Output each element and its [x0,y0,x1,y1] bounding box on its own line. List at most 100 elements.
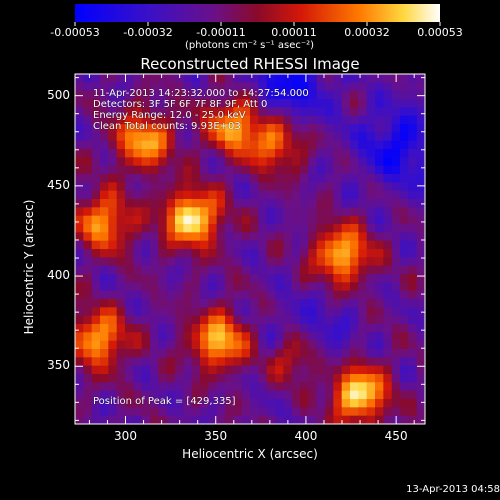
heatmap-cell [341,140,351,150]
heatmap-cell [225,349,234,358]
heatmap-cell [91,165,101,175]
heatmap-cell [341,165,351,175]
heatmap-cell [83,357,93,367]
heatmap-cell [116,415,126,424]
heatmap-cell [341,240,351,250]
heatmap-cell [175,240,184,250]
heatmap-cell [133,224,143,233]
heatmap-cell [291,207,301,217]
heatmap-cell [316,407,326,417]
heatmap-cell [291,365,301,375]
heatmap-cell [158,174,168,183]
heatmap-cell [75,382,84,392]
heatmap-cell [225,290,234,300]
heatmap-cell [200,299,209,308]
heatmap-cell [291,299,301,308]
heatmap-cell [391,265,401,275]
heatmap-cell [108,232,118,242]
heatmap-cell [383,90,393,100]
heatmap-cell [83,282,93,292]
heatmap-cell [350,265,359,275]
heatmap-cell [400,415,409,424]
heatmap-cell [333,157,343,167]
heatmap-cell [400,207,409,217]
heatmap-cell [291,199,301,208]
heatmap-cell [125,99,134,108]
heatmap-cell [100,240,109,250]
heatmap-cell [133,182,143,192]
heatmap-cell [158,207,168,217]
heatmap-cell [191,249,201,258]
heatmap-cell [116,315,126,325]
heatmap-cell [183,215,193,225]
heatmap-cell [183,299,193,308]
heatmap-cell [391,390,401,400]
heatmap-cell [308,140,318,150]
heatmap-cell [158,365,168,375]
heatmap-cell [308,232,318,242]
heatmap-cell [125,240,134,250]
heatmap-cell [175,290,184,300]
heatmap-cell [400,299,409,308]
heatmap-cell [341,249,351,258]
heatmap-cell [275,340,284,350]
heatmap-cell [175,340,184,350]
heatmap-cell [241,165,251,175]
heatmap-cell [333,349,343,358]
heatmap-cell [283,107,293,117]
heatmap-cell [133,215,143,225]
heatmap-cell [125,390,134,400]
heatmap-cell [75,340,84,350]
heatmap-cell [383,357,393,367]
heatmap-cell [408,124,418,133]
heatmap-cell [250,290,259,300]
heatmap-cell [183,90,193,100]
heatmap-cell [416,124,425,133]
heatmap-cell [166,415,176,424]
heatmap-cell [366,315,376,325]
heatmap-cell [233,90,243,100]
heatmap-cell [183,257,193,267]
heatmap-cell [308,74,318,83]
heatmap-cell [283,349,293,358]
heatmap-cell [358,357,368,367]
heatmap-cell [125,199,134,208]
heatmap-cell [250,124,259,133]
heatmap-cell [275,415,284,424]
heatmap-cell [341,374,351,383]
heatmap-cell [383,415,393,424]
heatmap-cell [116,374,126,383]
heatmap-cell [175,282,184,292]
heatmap-cell [141,199,151,208]
heatmap-cell [216,140,226,150]
heatmap-cell [400,332,409,342]
heatmap-cell [408,249,418,258]
heatmap-cell [191,199,201,208]
heatmap-cell [375,332,384,342]
heatmap-cell [83,74,93,83]
heatmap-cell [316,282,326,292]
heatmap-cell [258,415,268,424]
heatmap-cell [391,207,401,217]
heatmap-cell [125,115,134,125]
heatmap-cell [75,274,84,283]
heatmap-cell [333,399,343,408]
heatmap-cell [250,174,259,183]
heatmap-cell [175,199,184,208]
heatmap-cell [125,282,134,292]
heatmap-cell [316,240,326,250]
heatmap-cell [125,357,134,367]
heatmap-cell [250,182,259,192]
heatmap-cell [125,332,134,342]
x-tick-label: 450 [384,429,408,443]
heatmap-cell [283,382,293,392]
heatmap-cell [233,307,243,317]
heatmap-cell [216,249,226,258]
heatmap-cell [408,315,418,325]
heatmap-cell [266,340,276,350]
heatmap-cell [183,407,193,417]
colorbar-tick-label: 0.00011 [271,26,317,39]
heatmap-cell [75,82,84,92]
heatmap-cell [408,215,418,225]
heatmap-cell [241,132,251,142]
